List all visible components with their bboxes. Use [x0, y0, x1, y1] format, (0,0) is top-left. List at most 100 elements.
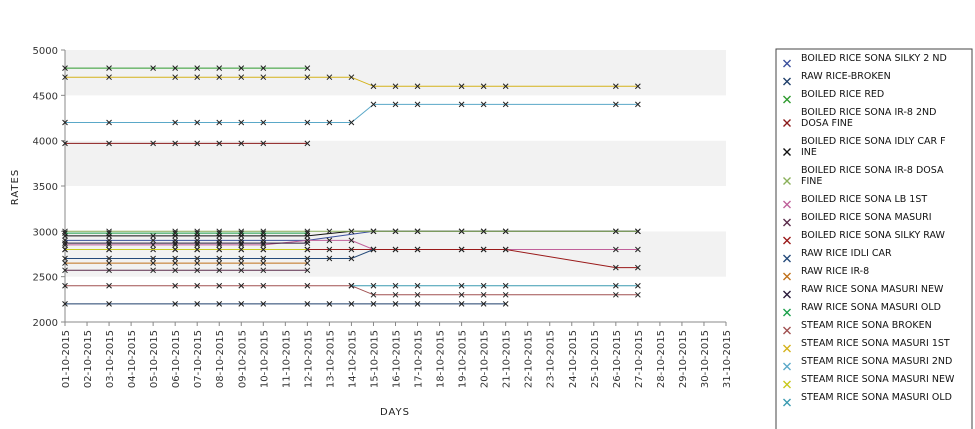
x-tick-label: 10-10-2015: [259, 330, 270, 388]
data-point: [194, 119, 201, 126]
data-point: [172, 246, 179, 253]
data-point: [238, 230, 245, 237]
series-16: [62, 246, 311, 253]
x-tick-label: 17-10-2015: [414, 330, 425, 388]
series-12: [62, 230, 311, 237]
series-line: [65, 249, 374, 259]
data-point: [348, 237, 355, 244]
legend-label: STEAM RICE SONA MASURI 2ND: [801, 356, 952, 367]
legend-marker: [783, 148, 791, 156]
data-point: [304, 301, 311, 307]
data-point: [348, 282, 355, 289]
grid-band: [65, 140, 726, 186]
legend-label: BOILED RICE RED: [801, 89, 884, 100]
data-point: [635, 228, 641, 235]
data-point: [106, 240, 112, 246]
y-tick-label: 3500: [33, 182, 58, 193]
x-tick-label: 18-10-2015: [436, 330, 447, 388]
data-point: [414, 101, 421, 108]
data-point: [172, 240, 179, 246]
legend-label: STEAM RICE SONA MASURI OLD: [801, 392, 952, 403]
data-point: [150, 267, 156, 274]
data-point: [304, 65, 311, 71]
data-point: [62, 230, 68, 237]
data-point: [106, 301, 112, 307]
data-point: [260, 246, 267, 253]
data-point: [348, 74, 355, 81]
data-point: [194, 267, 201, 274]
data-point: [502, 228, 509, 235]
data-point: [106, 65, 112, 71]
data-point: [612, 264, 619, 271]
x-tick-label: 24-10-2015: [568, 330, 579, 388]
data-point: [106, 255, 112, 262]
legend-item: BOILED RICE SONA SILKY 2 ND: [783, 53, 947, 68]
data-point: [216, 301, 223, 307]
x-axis-title: DAYS: [380, 407, 410, 418]
data-point: [62, 255, 68, 262]
data-point: [480, 83, 487, 90]
data-point: [260, 65, 267, 71]
data-point: [304, 255, 311, 262]
data-point: [172, 65, 179, 71]
data-point: [260, 282, 267, 289]
data-point: [150, 255, 156, 262]
data-point: [502, 291, 509, 298]
data-point: [260, 301, 267, 307]
data-point: [238, 74, 245, 81]
data-point: [238, 260, 245, 266]
data-point: [348, 301, 355, 307]
legend-marker: [783, 380, 791, 389]
data-point: [62, 282, 68, 289]
data-point: [370, 101, 377, 108]
data-point: [612, 246, 619, 253]
series-15: [62, 101, 641, 126]
data-point: [348, 255, 355, 262]
data-point: [370, 282, 377, 289]
data-point: [392, 83, 399, 90]
series-2: [62, 65, 311, 71]
data-point: [502, 101, 509, 108]
x-tick-label: 12-10-2015: [303, 330, 314, 388]
data-point: [326, 246, 333, 253]
data-point: [62, 260, 68, 266]
data-point: [458, 83, 465, 90]
data-point: [348, 119, 355, 126]
series-line: [65, 103, 638, 123]
data-point: [260, 74, 267, 81]
data-point: [414, 291, 421, 298]
x-tick-label: 09-10-2015: [237, 330, 248, 388]
data-point: [260, 119, 267, 126]
data-point: [194, 74, 201, 81]
data-point: [216, 230, 223, 237]
legend-marker: [783, 77, 791, 86]
grid-band: [65, 186, 726, 232]
legend-marker: [783, 200, 791, 209]
data-point: [194, 246, 201, 253]
data-point: [238, 246, 245, 253]
y-tick-label: 3000: [33, 227, 58, 238]
legend-item: RAW RICE SONA MASURI OLD: [783, 302, 941, 317]
legend-item: RAW RICE IDLI CAR: [783, 248, 892, 263]
data-point: [194, 140, 201, 147]
data-point: [238, 119, 245, 126]
data-point: [194, 65, 201, 71]
series-11: [62, 240, 311, 246]
x-tick-label: 26-10-2015: [612, 330, 623, 388]
data-point: [106, 230, 112, 237]
x-tick-label: 25-10-2015: [590, 330, 601, 388]
data-point: [260, 240, 267, 246]
x-tick-label: 14-10-2015: [347, 330, 358, 388]
data-point: [194, 282, 201, 289]
series-1: [62, 301, 509, 307]
data-point: [502, 246, 509, 253]
data-point: [635, 101, 641, 108]
y-tick-label: 2000: [33, 318, 58, 329]
legend-label: BOILED RICE SONA LB 1ST: [801, 194, 927, 205]
legend-label: BOILED RICE SONA SILKY 2 ND: [801, 53, 947, 64]
data-point: [172, 119, 179, 126]
data-point: [150, 65, 156, 71]
data-point: [150, 233, 156, 239]
data-point: [612, 101, 619, 108]
